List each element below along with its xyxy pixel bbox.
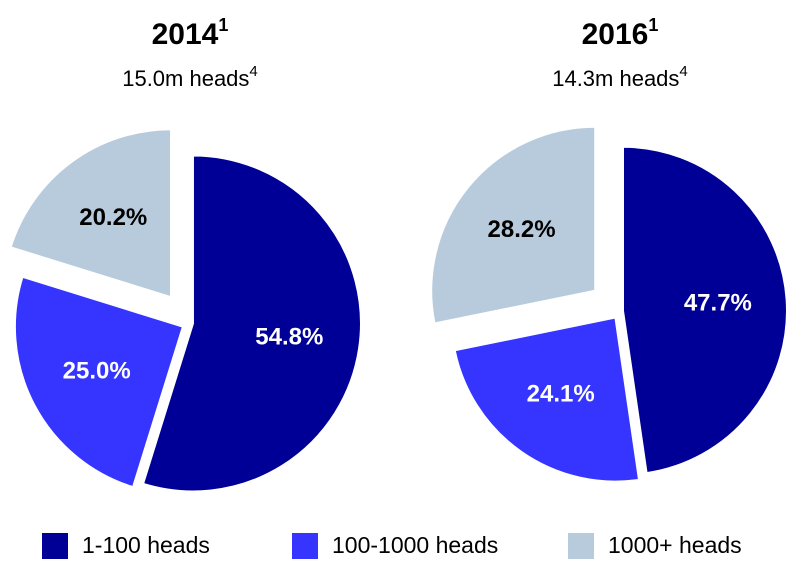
subtitle-note: 4 [249,63,257,80]
subtitle-text: 14.3m heads [552,66,679,91]
data-label: 28.2% [488,216,556,243]
data-label: 47.7% [684,289,752,316]
pie-slice [141,154,362,493]
data-label: 20.2% [79,204,147,231]
subtitle-text: 15.0m heads [122,66,249,91]
legend-label: 100-1000 heads [332,532,498,558]
legend-swatch [292,533,318,559]
chart-subtitle: 14.3m heads4 [552,63,688,91]
pie-slice [430,125,597,325]
title-note: 1 [648,15,658,35]
chart-subtitle: 15.0m heads4 [122,63,258,91]
data-label: 25.0% [63,357,131,384]
title-text: 2014 [152,18,219,51]
chart-title: 20141 [152,15,229,51]
chart-title: 20161 [582,15,659,51]
legend-swatch [42,533,68,559]
legend-label: 1000+ heads [608,532,742,558]
pie-slice [9,128,173,299]
legend-swatch [568,533,594,559]
subtitle-note: 4 [679,63,687,80]
legend-label: 1-100 heads [82,532,210,558]
pie-slice [453,316,641,483]
title-note: 1 [218,15,228,35]
data-label: 54.8% [255,323,323,350]
data-label: 24.1% [527,381,595,408]
title-text: 2016 [582,18,649,51]
pie-slice [621,145,788,475]
pie-slice [13,275,185,489]
